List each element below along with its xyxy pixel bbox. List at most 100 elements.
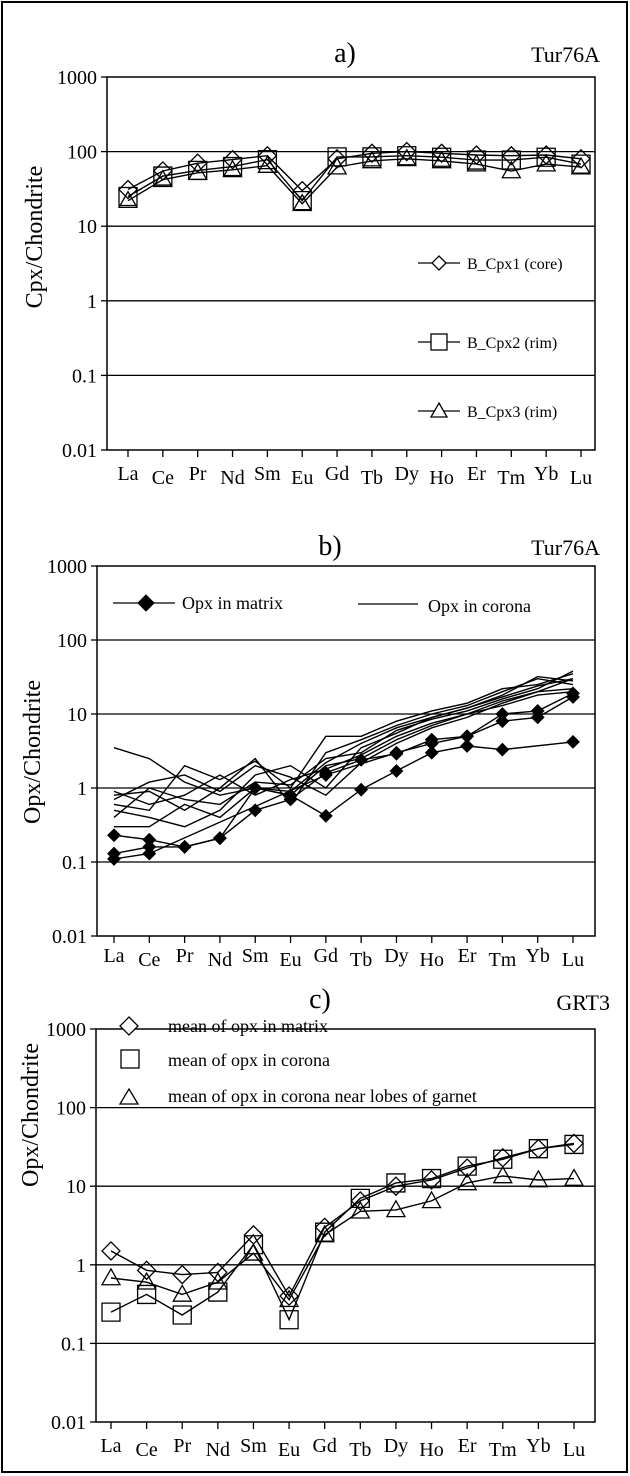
panel-c-label: c) (309, 984, 331, 1015)
x-tick-label: Er (458, 1435, 477, 1457)
data-point (350, 1200, 371, 1219)
data-point (460, 739, 474, 753)
series-line (113, 670, 574, 818)
square-marker-icon (430, 333, 448, 351)
x-tick-label: Lu (563, 1439, 585, 1461)
x-tick-label: Ce (152, 467, 174, 489)
panel-a-series (117, 141, 592, 212)
panel-c-sample: GRT3 (556, 990, 610, 1015)
legend-item-cpx1: B_Cpx1 (core) (418, 255, 563, 273)
data-point (566, 690, 580, 704)
legend-label-cpx1: B_Cpx1 (core) (467, 256, 563, 273)
legend-label-opx-matrix: Opx in matrix (182, 593, 283, 613)
data-point (424, 745, 439, 760)
x-tick-label: Er (458, 945, 477, 967)
data-point (136, 1260, 157, 1281)
data-point (101, 1241, 121, 1261)
y-tick-label: 1 (76, 1255, 86, 1277)
data-point (493, 1149, 513, 1169)
panel-b-sample: Tur76A (531, 535, 600, 560)
data-point (530, 710, 545, 725)
data-point (457, 1172, 478, 1191)
y-tick-label: 100 (56, 1098, 86, 1120)
y-tick-label: 0.1 (72, 365, 97, 387)
x-tick-label: Pr (176, 945, 194, 967)
panel-b-legend: Opx in matrix Opx in corona (113, 593, 531, 616)
data-point (566, 734, 580, 749)
x-tick-label: Ho (429, 467, 453, 489)
data-point (172, 1264, 193, 1285)
data-point (495, 742, 510, 757)
panel-a-label: a) (334, 38, 356, 69)
panel-b-y-ticks: 0.01 0.1 1 10 100 1000 (47, 556, 97, 948)
data-point (495, 714, 510, 729)
x-tick-label: Pr (189, 463, 207, 485)
data-point (431, 143, 452, 164)
data-point (172, 1305, 192, 1325)
legend-label-cpx2: B_Cpx2 (rim) (467, 335, 557, 352)
data-point (318, 768, 333, 782)
x-tick-label: Pr (173, 1435, 191, 1457)
data-point (564, 1133, 584, 1154)
panel-c-series (100, 1133, 585, 1330)
x-tick-label: La (103, 945, 124, 967)
data-point (318, 808, 333, 823)
data-point (528, 1139, 549, 1159)
x-tick-label: Nd (208, 949, 232, 971)
y-tick-label: 1000 (57, 67, 97, 89)
x-tick-label: Sm (254, 463, 281, 485)
x-tick-label: Tm (488, 949, 516, 971)
x-tick-label: Dy (384, 1435, 408, 1457)
x-tick-label: Tb (361, 467, 383, 489)
x-tick-label: Dy (384, 945, 408, 967)
data-point (279, 1286, 299, 1306)
legend-item-mean-corona: mean of opx in corona (120, 1049, 330, 1070)
legend-item-opx-corona: Opx in corona (358, 596, 531, 616)
x-tick-label: Tb (350, 949, 372, 971)
x-tick-label: Gd (314, 945, 338, 967)
data-point (536, 153, 557, 172)
panel-a-ylabel: Cpx/Chondrite (22, 166, 48, 309)
series-line (127, 158, 582, 205)
y-tick-label: 0.01 (52, 926, 87, 948)
series-line (113, 691, 574, 806)
data-point (136, 1284, 157, 1305)
legend-item-mean-corona-garnet: mean of opx in corona near lobes of garn… (118, 1086, 477, 1106)
data-point (396, 141, 417, 162)
data-point (570, 156, 592, 175)
panel-c-x-ticks: La Ce Pr Nd Sm Eu Gd Tb Dy Ho Er Tm Yb Lu (100, 1422, 585, 1461)
data-point (172, 1284, 193, 1302)
x-tick-label: Ce (136, 1439, 158, 1461)
x-tick-label: Er (467, 463, 486, 485)
series-line (110, 1142, 575, 1298)
x-tick-label: Sm (242, 945, 269, 967)
y-tick-label: 1 (87, 291, 97, 313)
x-tick-label: Sm (240, 1435, 267, 1457)
y-tick-label: 0.01 (62, 440, 97, 462)
x-tick-label: Gd (312, 1435, 336, 1457)
panel-c: c) GRT3 Opx/Chondrite 0.010.11101001000 … (18, 984, 610, 1461)
panel-b-x-ticks: La Ce Pr Nd Sm Eu Gd Tb Dy Ho Er Tm Yb Lu (103, 936, 584, 971)
y-tick-label: 10 (66, 1176, 86, 1198)
x-tick-label: Eu (278, 1439, 300, 1461)
x-tick-label: Eu (291, 467, 313, 489)
data-point (386, 1176, 406, 1197)
y-tick-label: 100 (67, 142, 97, 164)
x-tick-label: Yb (526, 1435, 550, 1457)
data-point (257, 150, 278, 170)
y-tick-label: 10 (67, 704, 87, 726)
y-tick-label: 100 (57, 630, 87, 652)
x-tick-label: Tm (497, 467, 525, 489)
series-line (110, 1143, 575, 1322)
y-tick-label: 0.1 (61, 1333, 86, 1355)
panel-c-ylabel: Opx/Chondrite (18, 1043, 44, 1187)
series-line (114, 678, 574, 828)
panel-c-gridlines (96, 1106, 595, 1345)
data-point (536, 147, 556, 167)
data-point (278, 1289, 300, 1308)
y-tick-label: 0.01 (51, 1412, 86, 1434)
data-point (457, 1156, 477, 1176)
panel-c-y-ticks: 0.01 0.1 1 10 100 1000 (46, 1019, 96, 1434)
